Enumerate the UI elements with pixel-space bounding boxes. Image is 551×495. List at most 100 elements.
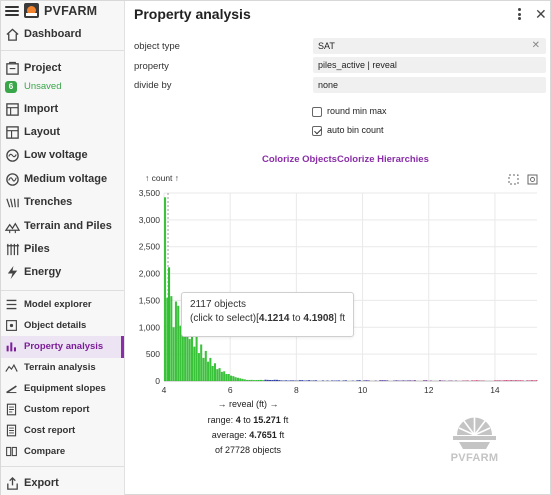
histogram-bar[interactable] [250,379,253,381]
histogram-bar[interactable] [528,380,531,381]
histogram-bar[interactable] [526,380,529,381]
histogram-bar[interactable] [239,378,242,381]
sidebar-item-equipment-slopes[interactable]: Equipment slopes [1,378,124,400]
histogram-bar[interactable] [207,361,210,381]
histogram-bar[interactable] [289,380,292,381]
sidebar-item-import[interactable]: Import [1,99,124,121]
sidebar-item-compare[interactable]: Compare [1,441,124,463]
histogram-bar[interactable] [230,375,233,381]
histogram-bar[interactable] [406,380,409,381]
sidebar-item-object-details[interactable]: Object details [1,315,124,337]
histogram-bar[interactable] [471,380,474,381]
histogram-bar[interactable] [220,371,223,381]
histogram-bar[interactable] [259,379,262,381]
histogram-bar[interactable] [172,327,175,381]
histogram-bar[interactable] [236,377,239,381]
sidebar-item-dashboard[interactable]: Dashboard [1,24,124,46]
histogram-bar[interactable] [466,380,469,381]
histogram-bar[interactable] [188,339,191,381]
histogram-bar[interactable] [496,380,499,381]
sidebar-item-terrain-analysis[interactable]: Terrain analysis [1,357,124,379]
histogram-bar[interactable] [402,380,405,381]
histogram-bar[interactable] [204,350,207,381]
hamburger-menu-icon[interactable] [5,4,19,18]
histogram-bar[interactable] [195,336,198,381]
histogram-bar[interactable] [193,346,196,381]
histogram-bar[interactable] [312,380,315,381]
sidebar-item-project[interactable]: Project [1,58,124,80]
histogram-bar[interactable] [275,379,278,381]
histogram-bar[interactable] [166,297,169,381]
histogram-bar[interactable] [280,380,283,381]
histogram-bar[interactable] [422,380,425,381]
histogram-bar[interactable] [425,380,428,381]
histogram-bar[interactable] [386,380,389,381]
histogram-bar[interactable] [227,374,230,381]
histogram-bar[interactable] [342,380,345,381]
histogram-bar[interactable] [168,267,171,381]
histogram-bar[interactable] [314,380,318,381]
histogram-bar[interactable] [321,380,324,381]
colorize-hierarchies-button[interactable]: Colorize Hierarchies [337,154,429,165]
histogram-bar[interactable] [269,379,272,381]
histogram-bar[interactable] [246,379,249,381]
sidebar-item-model-explorer[interactable]: Model explorer [1,294,124,316]
sidebar-item-terrain-piles[interactable]: Terrain and Piles [1,216,124,238]
histogram-bar[interactable] [379,380,382,381]
sidebar-item-export[interactable]: Export [1,473,124,495]
histogram-bar[interactable] [184,332,187,381]
histogram-bar[interactable] [308,380,311,381]
histogram-bar[interactable] [243,379,246,381]
histogram-bar[interactable] [234,377,237,381]
histogram-bar[interactable] [262,380,265,381]
histogram-bar[interactable] [507,380,510,381]
histogram-bar[interactable] [533,380,536,381]
histogram-bar[interactable] [232,376,235,381]
chart-tools[interactable] [508,174,538,185]
histogram-bar[interactable] [358,380,361,381]
histogram-bar[interactable] [305,380,308,381]
sidebar-item-piles[interactable]: Piles [1,239,124,261]
histogram-bar[interactable] [439,380,442,381]
divide-by-select[interactable]: none [313,77,546,93]
histogram-bar[interactable] [301,380,304,381]
chart-bars[interactable] [164,197,538,381]
histogram-bar[interactable] [383,380,386,381]
histogram-bar[interactable] [248,379,251,381]
histogram-bar[interactable] [521,380,524,381]
histogram-bar[interactable] [186,321,189,381]
histogram-bar[interactable] [211,365,214,381]
histogram-bar[interactable] [292,380,295,381]
histogram-bar[interactable] [278,380,281,381]
histogram-bar[interactable] [257,379,260,381]
histogram-bar[interactable] [266,379,269,381]
histogram-bar[interactable] [498,380,501,381]
histogram-bar[interactable] [344,380,347,381]
histogram-bar[interactable] [473,380,476,381]
histogram-bar[interactable] [177,305,180,381]
histogram-bar[interactable] [517,380,520,381]
object-type-select[interactable]: SAT ✕ [313,38,546,54]
histogram-bar[interactable] [367,380,370,381]
more-options-icon[interactable] [516,8,522,22]
histogram-bar[interactable] [197,353,200,381]
histogram-bar[interactable] [298,380,301,381]
histogram-bar[interactable] [241,378,244,381]
clear-icon[interactable]: ✕ [531,40,540,51]
histogram-bar[interactable] [519,380,522,381]
histogram-bar[interactable] [170,296,173,381]
histogram-bar[interactable] [409,380,412,381]
histogram-bar[interactable] [356,380,359,381]
histogram-bar[interactable] [181,311,184,381]
histogram-bar[interactable] [530,380,533,381]
histogram-bar[interactable] [202,357,205,381]
sidebar-item-property-analysis[interactable]: Property analysis [1,336,124,358]
checkbox-box-checked[interactable] [312,126,322,136]
histogram-bar[interactable] [174,301,177,381]
histogram-bar[interactable] [512,380,515,381]
histogram-bar[interactable] [363,380,366,381]
histogram-bar[interactable] [395,380,398,381]
histogram-bar[interactable] [164,197,167,381]
download-image-icon[interactable] [527,174,538,185]
sidebar-item-layout[interactable]: Layout [1,122,124,144]
